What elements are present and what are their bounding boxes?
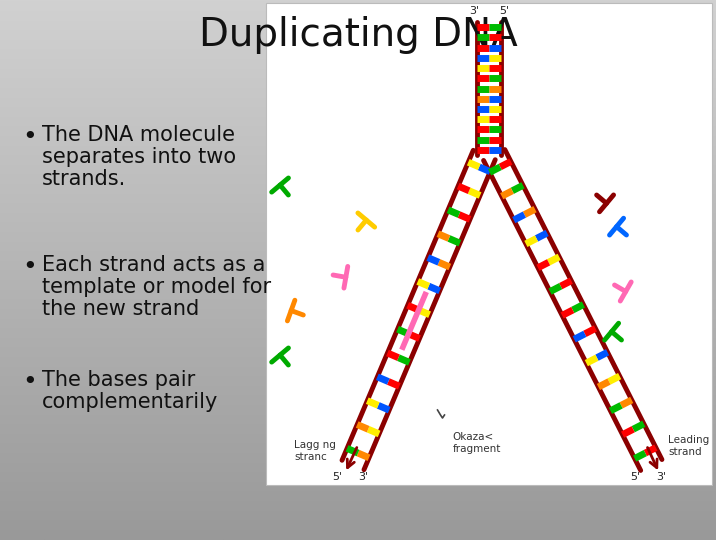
Text: 3': 3' — [469, 6, 480, 16]
Text: Duplicating DNA: Duplicating DNA — [199, 16, 518, 54]
Text: Leading
strand: Leading strand — [668, 435, 709, 457]
Text: Each strand acts as a: Each strand acts as a — [42, 255, 265, 275]
Text: The bases pair: The bases pair — [42, 370, 195, 390]
Text: 5': 5' — [499, 6, 509, 16]
Text: •: • — [22, 255, 37, 279]
Text: •: • — [22, 370, 37, 394]
Text: template or model for: template or model for — [42, 277, 271, 297]
Text: the new strand: the new strand — [42, 299, 199, 319]
Text: Lagg ng
stranc: Lagg ng stranc — [294, 440, 336, 462]
Text: 3': 3' — [358, 472, 368, 482]
Text: separates into two: separates into two — [42, 147, 236, 167]
Text: 5': 5' — [332, 472, 342, 482]
Text: 5': 5' — [630, 472, 641, 482]
Text: 3': 3' — [656, 472, 666, 482]
Text: •: • — [22, 125, 37, 149]
Bar — [266, 3, 712, 485]
Text: complementarily: complementarily — [42, 392, 218, 412]
Text: Okaza<
fragment: Okaza< fragment — [452, 432, 501, 454]
Text: strands.: strands. — [42, 169, 126, 189]
Text: The DNA molecule: The DNA molecule — [42, 125, 235, 145]
